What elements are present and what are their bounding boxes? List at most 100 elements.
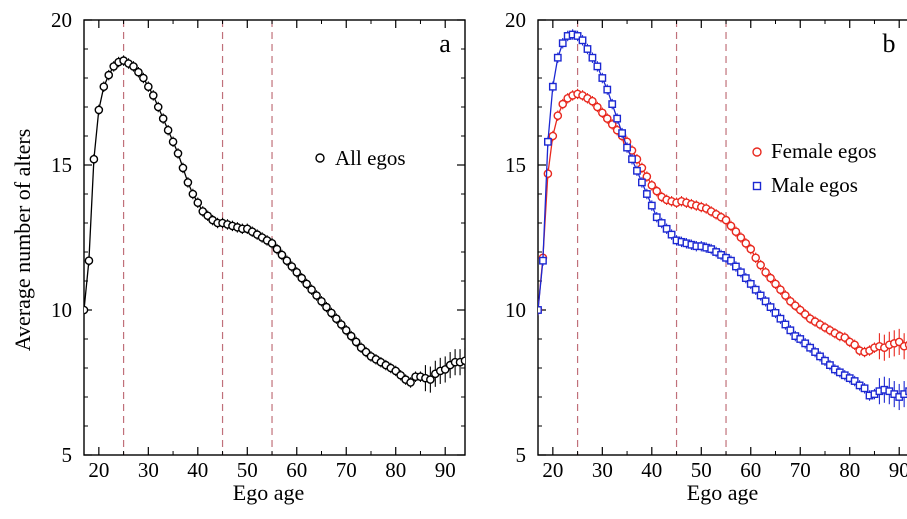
x-tick-label: 70: [336, 458, 357, 482]
data-point: [267, 238, 277, 248]
x-tick-label: 30: [138, 458, 159, 482]
data-point: [558, 39, 567, 48]
data-point: [312, 291, 321, 300]
data-point: [860, 384, 869, 393]
data-point: [721, 215, 731, 225]
data-point: [607, 120, 617, 129]
x-tick-label: 80: [385, 458, 406, 482]
data-point: [307, 285, 316, 295]
data-point: [756, 260, 765, 270]
x-axis-title: Ego age: [233, 480, 304, 505]
legend-marker: [752, 147, 762, 157]
data-point: [727, 256, 735, 265]
data-point: [272, 244, 282, 254]
data-point: [322, 302, 331, 312]
data-point: [287, 262, 297, 271]
legend-marker: [315, 153, 325, 163]
data-point: [188, 189, 198, 199]
data-point: [736, 268, 745, 277]
data-point: [573, 32, 582, 40]
data-point: [821, 356, 829, 365]
data-point: [633, 166, 641, 175]
data-point: [94, 105, 104, 115]
data-point: [771, 309, 780, 317]
y-tick-label: 5: [516, 443, 527, 467]
data-point: [583, 45, 592, 53]
x-tick-label: 50: [237, 458, 258, 482]
data-point: [183, 178, 193, 187]
data-point: [168, 137, 178, 147]
data-point: [766, 303, 775, 311]
data-point: [302, 279, 311, 289]
panel-letter: b: [883, 29, 896, 58]
data-point: [652, 213, 661, 222]
data-point: [173, 149, 183, 158]
data-point: [539, 256, 547, 265]
legend-marker: [752, 181, 762, 191]
data-point: [786, 326, 795, 335]
data-point: [543, 169, 553, 178]
data-point: [751, 285, 760, 294]
data-point: [89, 154, 99, 164]
data-point: [341, 325, 351, 335]
data-point: [139, 73, 148, 83]
data-point: [741, 238, 751, 248]
data-point: [460, 356, 465, 366]
data-point: [618, 129, 627, 137]
data-point: [647, 180, 657, 190]
data-point: [426, 375, 435, 384]
data-point: [588, 96, 597, 106]
data-point: [332, 314, 341, 324]
data-point: [816, 352, 824, 361]
data-point: [588, 53, 597, 62]
data-point: [558, 99, 568, 109]
data-point: [578, 36, 587, 45]
data-point: [327, 308, 336, 318]
data-point: [811, 348, 819, 356]
data-point: [104, 70, 114, 80]
legend-label: Male egos: [771, 173, 858, 197]
data-point: [406, 378, 415, 387]
data-point: [277, 250, 287, 260]
data-point: [548, 82, 557, 91]
data-point: [647, 201, 656, 210]
series-line: [84, 59, 465, 384]
data-point: [771, 279, 780, 289]
data-point: [741, 274, 750, 282]
data-point: [726, 221, 736, 231]
legend-label: Female egos: [771, 139, 877, 163]
data-point: [801, 339, 810, 348]
data-point: [776, 314, 785, 323]
data-point: [129, 62, 138, 71]
y-tick-label: 20: [51, 8, 72, 32]
y-axis-title: Average number of alters: [10, 129, 35, 352]
data-point: [613, 114, 622, 123]
data-point: [776, 285, 785, 295]
panel-letter: a: [439, 29, 451, 58]
data-point: [781, 320, 790, 329]
plot-frame: [83, 19, 466, 456]
data-point: [746, 244, 756, 254]
data-point: [850, 340, 859, 350]
y-tick-label: 10: [51, 298, 72, 322]
data-point: [850, 377, 859, 385]
x-tick-label: 90: [889, 458, 907, 482]
y-tick-label: 15: [51, 153, 72, 177]
data-point: [638, 178, 646, 187]
data-point: [351, 337, 361, 347]
data-point: [543, 137, 552, 146]
x-tick-label: 40: [641, 458, 662, 482]
data-point: [553, 53, 562, 62]
data-point: [297, 273, 307, 283]
legend-label: All egos: [335, 146, 406, 170]
data-point: [84, 256, 94, 266]
data-point: [548, 131, 558, 141]
y-tick-label: 10: [505, 298, 526, 322]
data-point: [662, 224, 671, 233]
data-point: [761, 297, 770, 306]
data-point: [905, 387, 907, 396]
data-point: [144, 82, 153, 91]
data-point: [642, 190, 651, 198]
series-line: [538, 93, 907, 353]
x-tick-label: 90: [435, 458, 456, 482]
